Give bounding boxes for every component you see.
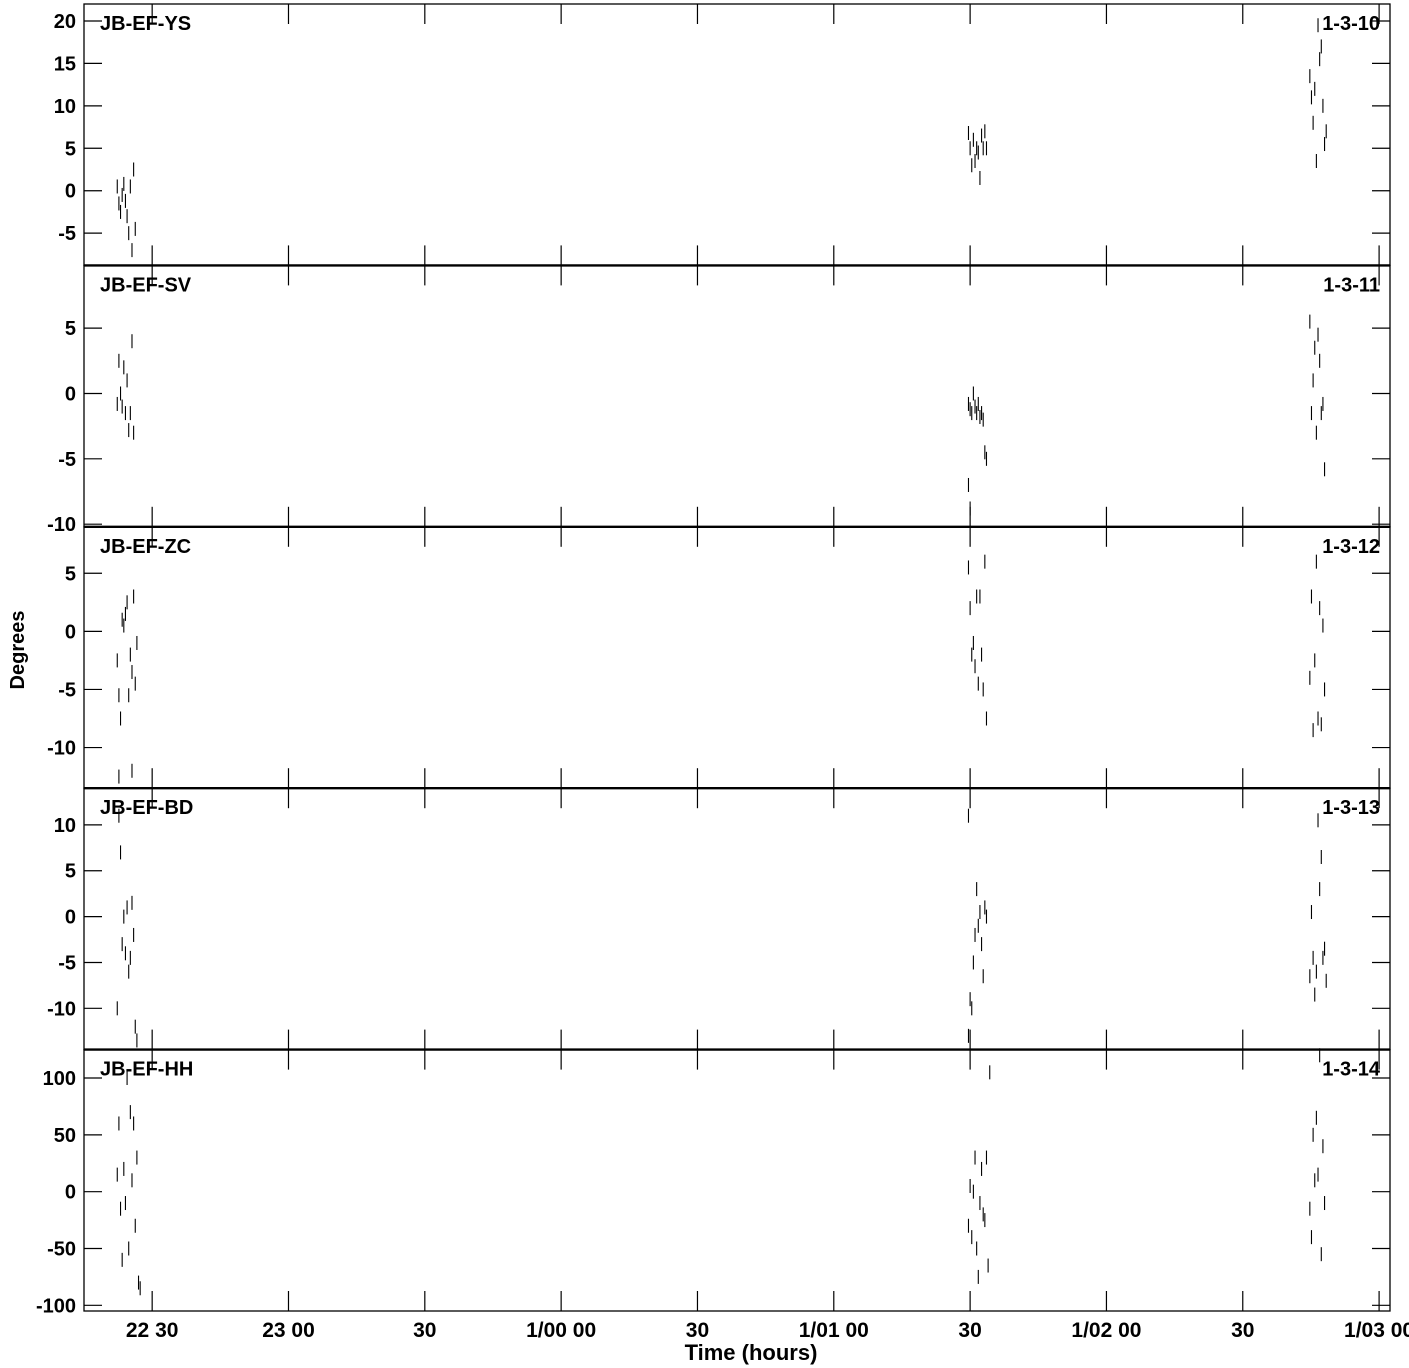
y-tick-label: 10	[54, 815, 76, 837]
panel-frame	[83, 1048, 1391, 1312]
panel-id-label: 1-3-14	[1322, 1059, 1381, 1081]
panel-jb-ef-zc: -10 -5 0 5 JB-EF-ZC 1-3-12	[47, 525, 1391, 789]
baseline-label: JB-EF-BD	[100, 797, 193, 819]
y-tick-label: 5	[65, 563, 76, 585]
y-tick-label: 15	[54, 53, 76, 75]
panel-id-label: 1-3-12	[1322, 536, 1380, 558]
panel-frame	[83, 3, 1391, 267]
y-tick-label: -10	[47, 998, 76, 1020]
x-tick-label: 30	[958, 1319, 981, 1342]
y-tick-label: -5	[58, 952, 76, 974]
baseline-label: JB-EF-ZC	[100, 536, 191, 558]
baseline-label: JB-EF-YS	[100, 13, 191, 35]
y-tick-label: 5	[65, 318, 76, 340]
panel-jb-ef-bd: -10 -5 0 5 10 JB-EF-BD 1-3-13	[47, 787, 1391, 1051]
panel-frame	[83, 787, 1391, 1051]
y-tick-label: 50	[54, 1125, 76, 1147]
y-tick-label: -50	[47, 1238, 76, 1260]
panel-jb-ef-hh: -100 -50 0 50 100 JB-EF-HH 1-3-14	[36, 1048, 1391, 1317]
panel-jb-ef-ys: -5 0 5 10 15 20 JB-EF-YS 1-3-10	[54, 3, 1391, 267]
y-tick-label: 0	[65, 907, 76, 929]
y-tick-label: -5	[58, 223, 76, 245]
y-tick-label: -10	[47, 514, 76, 536]
baseline-label: JB-EF-HH	[100, 1059, 193, 1081]
y-tick-label: 5	[65, 138, 76, 160]
y-axis-label: Degrees	[7, 611, 29, 690]
x-tick-label: 23 00	[262, 1319, 315, 1342]
x-tick-label: 22 30	[126, 1319, 179, 1342]
x-tick-label: 30	[686, 1319, 709, 1342]
y-tick-label: 0	[65, 383, 76, 405]
y-tick-label: -10	[47, 738, 76, 760]
panel-frame	[83, 526, 1391, 789]
y-tick-label: -5	[58, 449, 76, 471]
baseline-label: JB-EF-SV	[100, 274, 192, 296]
panel-jb-ef-sv: -10 -5 0 5 JB-EF-SV 1-3-11	[47, 264, 1391, 536]
x-tick-label: 1/00 00	[526, 1319, 596, 1342]
panel-id-label: 1-3-13	[1322, 797, 1380, 819]
y-tick-label: 10	[54, 96, 76, 118]
y-tick-label: 5	[65, 861, 76, 883]
panel-id-label: 1-3-11	[1323, 274, 1380, 296]
panel-frame	[83, 264, 1391, 528]
x-tick-label: 1/02 00	[1071, 1319, 1141, 1342]
y-tick-label: 100	[43, 1068, 76, 1090]
x-tick-label: 1/01 00	[799, 1319, 869, 1342]
y-tick-label: 0	[65, 181, 76, 203]
y-tick-label: 20	[54, 11, 76, 33]
y-tick-label: -5	[58, 679, 76, 701]
y-tick-label: 0	[65, 1182, 76, 1204]
y-tick-label: -100	[36, 1295, 76, 1317]
x-tick-label: 30	[413, 1319, 436, 1342]
x-axis-label: Time (hours)	[685, 1340, 818, 1365]
panel-id-label: 1-3-10	[1322, 13, 1380, 35]
y-tick-label: 0	[65, 621, 76, 643]
x-tick-label: 30	[1231, 1319, 1254, 1342]
x-tick-label: 1/03 00	[1344, 1319, 1409, 1342]
